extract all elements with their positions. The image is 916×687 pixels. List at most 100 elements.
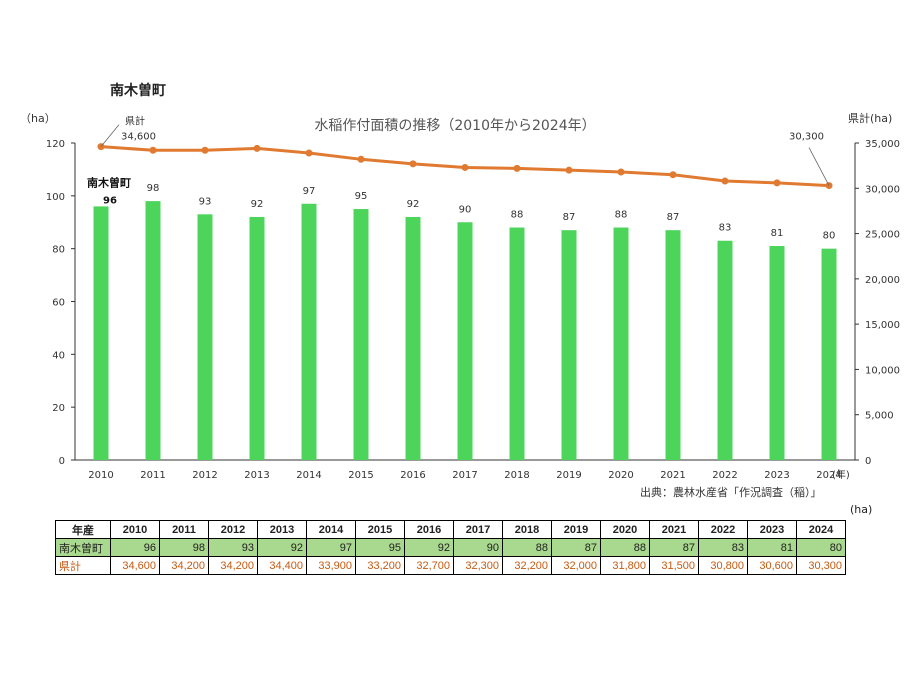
x-tick-label: 2015 <box>348 470 373 481</box>
line-point <box>513 164 521 172</box>
right-tick-label: 35,000 <box>865 139 900 150</box>
line-series <box>97 143 833 190</box>
table-cell: 30,800 <box>698 556 748 575</box>
table-row-label: 県計 <box>55 556 111 575</box>
bar <box>509 227 525 460</box>
table-cell: 31,800 <box>600 556 650 575</box>
table-header-label: 年産 <box>55 520 111 539</box>
table-cell: 32,200 <box>502 556 552 575</box>
table-year-header: 2020 <box>600 520 650 539</box>
bar-value-label: 97 <box>303 186 316 197</box>
bar-series-label: 南木曽町 <box>87 175 131 189</box>
right-tick-label: 20,000 <box>865 275 900 286</box>
bar <box>613 227 629 460</box>
line-leader <box>808 147 830 186</box>
bar-value-label: 87 <box>563 212 576 223</box>
line-point <box>617 168 625 176</box>
table-year-header: 2015 <box>355 520 405 539</box>
x-tick-label: 2020 <box>608 470 633 481</box>
table-year-header: 2018 <box>502 520 552 539</box>
bar <box>93 206 109 460</box>
bar <box>197 214 213 460</box>
bar <box>717 240 733 460</box>
bar-value-label: 92 <box>251 199 264 210</box>
table-cell: 88 <box>502 538 552 557</box>
bar <box>353 209 369 460</box>
table-cell: 33,200 <box>355 556 405 575</box>
table-cell: 80 <box>796 538 846 557</box>
bar-value-label: 88 <box>511 210 524 221</box>
table-cell: 34,400 <box>257 556 307 575</box>
table-cell: 30,300 <box>796 556 846 575</box>
table-cell: 92 <box>404 538 454 557</box>
chart-title: 水稲作付面積の推移（2010年から2024年） <box>314 118 595 134</box>
table-year-header: 2019 <box>551 520 601 539</box>
bar-value-label: 92 <box>407 199 420 210</box>
table-cell: 93 <box>208 538 258 557</box>
data-labels: 98 93 92 97 95 92 90 88 87 88 87 83 81 80 南木曽町 96 県計 34,6… <box>87 115 835 242</box>
bar-value-label: 96 <box>103 195 117 206</box>
table-cell: 32,700 <box>404 556 454 575</box>
bar <box>457 222 473 460</box>
right-tick-label: 30,000 <box>865 184 900 195</box>
table-cell: 81 <box>747 538 797 557</box>
table-year-header: 2014 <box>306 520 356 539</box>
source-note: 出典：農林水産省「作況調査（稲）」 <box>640 485 822 499</box>
table-year-header: 2011 <box>159 520 209 539</box>
bar-value-label: 98 <box>147 183 160 194</box>
x-tick-label: 2012 <box>192 470 217 481</box>
bar-value-label: 83 <box>719 223 732 234</box>
table-year-header: 2021 <box>649 520 699 539</box>
bar <box>769 246 785 460</box>
table-body: 南木曽町 96 98 93 92 97 95 92 90 88 87 88 87 83 81 80 県計 34,6… <box>55 538 846 575</box>
bar-value-label: 95 <box>355 191 368 202</box>
line-point <box>149 146 157 154</box>
table-cell: 83 <box>698 538 748 557</box>
x-tick-label: 2013 <box>244 470 269 481</box>
line-point <box>721 177 729 185</box>
table-cell: 88 <box>600 538 650 557</box>
left-tick-label: 80 <box>52 245 65 256</box>
bar-value-label: 90 <box>459 204 472 215</box>
x-tick-label: 2021 <box>660 470 685 481</box>
left-tick-label: 100 <box>46 192 65 203</box>
bar <box>821 248 837 460</box>
right-tick-label: 0 <box>865 456 871 467</box>
right-tick-label: 5,000 <box>865 411 894 422</box>
table-year-header: 2010 <box>110 520 160 539</box>
table-row: 南木曽町 96 98 93 92 97 95 92 90 88 87 88 87 83 81 80 <box>55 538 846 557</box>
line-value-label: 30,300 <box>789 132 824 143</box>
table-cell: 95 <box>355 538 405 557</box>
bar-value-label: 80 <box>823 231 836 242</box>
line-point <box>461 163 469 171</box>
left-tick-label: 20 <box>52 403 65 414</box>
bar <box>405 216 421 460</box>
line-point <box>669 171 677 179</box>
data-table: 年産 2010 2011 2012 2013 2014 2015 2016 2017 2018 2… <box>55 520 846 575</box>
x-tick-label: 2017 <box>452 470 477 481</box>
right-tick-label: 15,000 <box>865 320 900 331</box>
x-tick-label: 2018 <box>504 470 529 481</box>
table-year-header: 2016 <box>404 520 454 539</box>
table-cell: 87 <box>551 538 601 557</box>
table-year-header: 2017 <box>453 520 503 539</box>
table-unit: (ha) <box>850 503 873 516</box>
line-point <box>305 149 313 157</box>
x-tick-label: 2023 <box>764 470 789 481</box>
bar <box>561 230 577 460</box>
table-cell: 97 <box>306 538 356 557</box>
bar-series <box>93 201 837 460</box>
x-tick-label: 2014 <box>296 470 321 481</box>
table-cell: 98 <box>159 538 209 557</box>
line-series-label: 県計 <box>125 115 145 128</box>
table-cell: 34,200 <box>159 556 209 575</box>
x-tick-label: 2024 <box>816 470 841 481</box>
x-tick-label: 2016 <box>400 470 425 481</box>
table-cell: 32,300 <box>453 556 503 575</box>
right-tick-label: 25,000 <box>865 230 900 241</box>
line-value-label: 34,600 <box>121 132 156 143</box>
bar-value-label: 93 <box>199 196 212 207</box>
left-tick-label: 120 <box>46 139 65 150</box>
left-tick-label: 60 <box>52 298 65 309</box>
line-point <box>253 144 261 152</box>
